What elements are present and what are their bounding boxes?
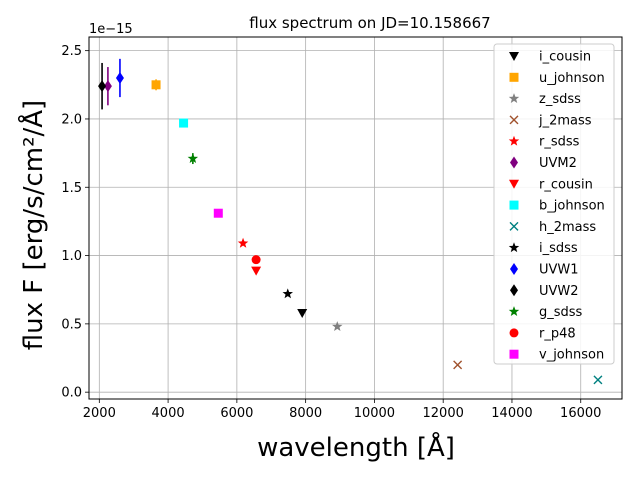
legend-label-j-2mass: j_2mass (538, 113, 592, 128)
point-h-2mass (593, 375, 603, 385)
x-tick-label: 8000 (289, 406, 322, 421)
legend-marker-i-cousin (509, 52, 519, 61)
x-tick-label: 10000 (354, 406, 395, 421)
x-tick-label: 2000 (83, 406, 116, 421)
legend-marker-z-sdss (508, 93, 520, 104)
point-uvw2 (98, 80, 107, 93)
x-tick-label: 6000 (220, 406, 253, 421)
x-tick-label: 4000 (152, 406, 185, 421)
legend-label-z-sdss: z_sdss (539, 92, 581, 107)
legend-label-u-johnson: u_johnson (539, 71, 605, 86)
legend-label-i-cousin: i_cousin (539, 50, 591, 65)
legend-label-h-2mass: h_2mass (539, 220, 596, 235)
point-i-sdss (282, 288, 293, 299)
legend-marker-v-johnson (509, 349, 519, 359)
point-z-sdss (332, 321, 343, 332)
x-tick-label: 14000 (491, 406, 532, 421)
x-tick-label: 12000 (423, 406, 464, 421)
legend-marker-r-sdss (508, 135, 520, 146)
point-uvw1 (115, 71, 124, 84)
plot-frame (88, 36, 623, 400)
legend-label-r-p48: r_p48 (539, 326, 576, 341)
y-tick-label: 2.0 (61, 112, 82, 127)
legend-marker-r-p48 (509, 328, 519, 338)
point-r-sdss (237, 237, 249, 248)
point-uvm2 (103, 80, 112, 93)
legend-marker-h-2mass (509, 221, 519, 231)
legend-label-i-sdss: i_sdss (539, 241, 578, 256)
legend-marker-u-johnson (509, 72, 519, 82)
legend-label-v-johnson: v_johnson (539, 348, 604, 363)
legend-marker-uvw1 (510, 263, 518, 275)
legend-label-r-cousin: r_cousin (539, 177, 593, 192)
y-tick-label: 1.5 (61, 181, 82, 196)
legend-label-b-johnson: b_johnson (539, 199, 605, 214)
y-tick-label: 2.5 (61, 44, 82, 59)
legend-marker-g-sdss (508, 306, 520, 317)
point-r-p48 (251, 255, 261, 265)
legend-marker-b-johnson (509, 200, 519, 210)
point-j-2mass (453, 360, 463, 370)
y-tick-label: 0.5 (61, 317, 82, 332)
legend: i_cousin u_johnson z_sdss j_2mass r_sdss UVM2… (493, 43, 615, 365)
x-tick-label: 16000 (560, 406, 601, 421)
legend-label-g-sdss: g_sdss (539, 305, 583, 320)
axis-ticks: 2000 4000 6000 8000 10000 12000 14000 16000 0.0 0… (61, 44, 601, 421)
point-b-johnson (179, 118, 189, 128)
point-u-johnson (151, 80, 161, 90)
point-g-sdss (187, 153, 199, 164)
data-points (98, 58, 603, 385)
y-axis-label: flux F [erg/s/cm²/Å] (17, 100, 49, 350)
x-axis-label: wavelength [Å] (257, 431, 455, 463)
legend-label-uvw1: UVW1 (539, 263, 579, 278)
point-r-cousin (251, 266, 262, 276)
point-i-cousin (297, 308, 308, 318)
legend-label-uvw2: UVW2 (539, 284, 579, 299)
legend-marker-i-sdss (508, 242, 520, 253)
legend-marker-j-2mass (509, 115, 519, 125)
legend-marker-uvw2 (510, 284, 518, 297)
chart-title: flux spectrum on JD=10.158667 (249, 14, 490, 32)
point-v-johnson (213, 208, 223, 218)
y-axis-offset-label: 1e−15 (89, 22, 133, 37)
legend-marker-uvm2 (510, 156, 518, 169)
legend-label-uvm2: UVM2 (539, 156, 577, 171)
legend-marker-r-cousin (509, 179, 519, 189)
legend-box (493, 43, 615, 365)
y-tick-label: 1.0 (61, 249, 82, 264)
y-tick-label: 0.0 (61, 386, 82, 401)
legend-label-r-sdss: r_sdss (539, 135, 580, 150)
